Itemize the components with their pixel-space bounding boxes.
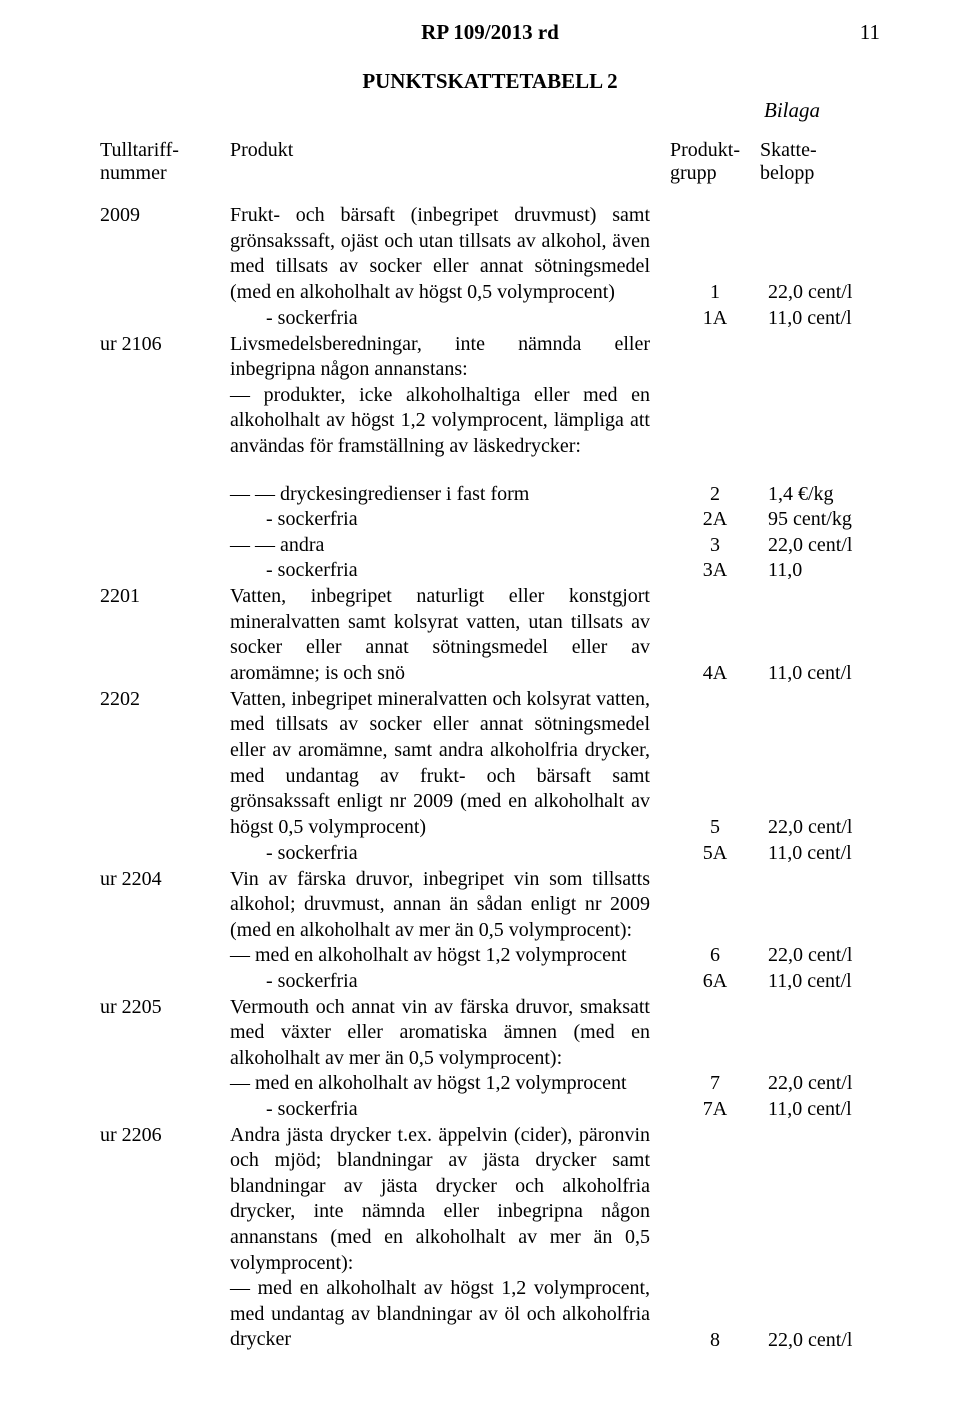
col-header-text: Produkt- xyxy=(670,139,760,162)
table-row: — — andra 3 22,0 cent/l xyxy=(100,533,880,559)
page-header: RP 109/2013 rd 11 xyxy=(100,20,880,45)
table-row: ur 2206 Andra jästa drycker t.ex. äppelv… xyxy=(100,1123,880,1277)
tax-amount: 22,0 cent/l xyxy=(760,1071,880,1097)
table-row: 8 22,0 cent/l xyxy=(100,1328,880,1354)
product-group: 5 xyxy=(670,815,760,841)
table-row: - sockerfria 2A 95 cent/kg xyxy=(100,507,880,533)
col-header-skattebelopp: Skatte- belopp xyxy=(760,139,880,185)
header-title: RP 109/2013 rd xyxy=(421,20,559,45)
tax-amount: 11,0 cent/l xyxy=(760,306,880,332)
col-header-produktgrupp: Produkt- grupp xyxy=(670,139,760,185)
tax-amount: 11,0 cent/l xyxy=(760,661,880,687)
product-group: 3 xyxy=(670,533,760,559)
table-row: — med en alkoholhalt av högst 1,2 volymp… xyxy=(100,943,880,969)
col-header-text: grupp xyxy=(670,162,760,185)
table-row: — — dryckesingredienser i fast form 2 1,… xyxy=(100,482,880,508)
table-row: - sockerfria 6A 11,0 cent/l xyxy=(100,969,880,995)
product-text: Livsmedelsberedningar, inte nämnda eller… xyxy=(230,332,670,383)
product-text: Andra jästa drycker t.ex. äppelvin (cide… xyxy=(230,1123,670,1277)
tax-amount: 11,0 cent/l xyxy=(760,841,880,867)
tariff-number: ur 2204 xyxy=(100,867,230,944)
product-text: - sockerfria xyxy=(230,841,670,867)
table-row: ur 2205 Vermouth och annat vin av färska… xyxy=(100,995,880,1072)
tariff-number: ur 2106 xyxy=(100,332,230,383)
col-header-text: Skatte- xyxy=(760,139,880,162)
product-text: — med en alkoholhalt av högst 1,2 volymp… xyxy=(230,943,670,969)
table-row: ur 2204 Vin av färska druvor, inbegripet… xyxy=(100,867,880,944)
col-header-produkt: Produkt xyxy=(230,139,670,185)
col-header-text: nummer xyxy=(100,162,230,185)
product-group: 1 xyxy=(670,280,760,306)
col-header-text: Tulltariff- xyxy=(100,139,230,162)
product-text: Vin av färska druvor, inbegripet vin som… xyxy=(230,867,670,944)
table-row: 1 22,0 cent/l xyxy=(100,280,880,306)
tax-amount: 22,0 cent/l xyxy=(760,280,880,306)
col-header-text: Produkt xyxy=(230,139,650,162)
product-group: 6A xyxy=(670,969,760,995)
product-text: - sockerfria xyxy=(230,507,670,533)
table-row: ur 2106 Livsmedelsberedningar, inte nämn… xyxy=(100,332,880,383)
product-text: - sockerfria xyxy=(230,558,670,584)
tariff-number: ur 2205 xyxy=(100,995,230,1072)
tax-amount: 95 cent/kg xyxy=(760,507,880,533)
product-group: 7A xyxy=(670,1097,760,1123)
product-group: 2 xyxy=(670,482,760,508)
product-group: 8 xyxy=(670,1328,760,1354)
product-text: — med en alkoholhalt av högst 1,2 volymp… xyxy=(230,1071,670,1097)
product-group: 3A xyxy=(670,558,760,584)
product-group: 5A xyxy=(670,841,760,867)
tax-amount: 22,0 cent/l xyxy=(760,533,880,559)
col-header-text: belopp xyxy=(760,162,880,185)
table-row: - sockerfria 1A 11,0 cent/l xyxy=(100,306,880,332)
table-row: 4A 11,0 cent/l xyxy=(100,661,880,687)
col-header-tulltariff: Tulltariff- nummer xyxy=(100,139,230,185)
page-number: 11 xyxy=(860,20,880,45)
bilaga-label: Bilaga xyxy=(100,98,880,123)
product-group: 7 xyxy=(670,1071,760,1097)
product-text: - sockerfria xyxy=(230,306,670,332)
product-group: 4A xyxy=(670,661,760,687)
product-text: — — andra xyxy=(230,533,670,559)
tax-amount: 11,0 xyxy=(760,558,880,584)
spacer xyxy=(100,460,880,482)
product-group: 6 xyxy=(670,943,760,969)
column-headers: Tulltariff- nummer Produkt Produkt- grup… xyxy=(100,139,880,185)
product-group: 1A xyxy=(670,306,760,332)
table-row: 5 22,0 cent/l xyxy=(100,815,880,841)
product-text: — produkter, icke alkoholhaltiga eller m… xyxy=(230,383,670,460)
table-title: PUNKTSKATTETABELL 2 xyxy=(100,69,880,94)
tax-amount: 22,0 cent/l xyxy=(760,815,880,841)
table-row: — med en alkoholhalt av högst 1,2 volymp… xyxy=(100,1071,880,1097)
tax-amount: 11,0 cent/l xyxy=(760,1097,880,1123)
product-text: - sockerfria xyxy=(230,969,670,995)
product-text: - sockerfria xyxy=(230,1097,670,1123)
table-row: - sockerfria 7A 11,0 cent/l xyxy=(100,1097,880,1123)
tax-amount: 22,0 cent/l xyxy=(760,1328,880,1354)
table-row: - sockerfria 3A 11,0 xyxy=(100,558,880,584)
tax-amount: 11,0 cent/l xyxy=(760,969,880,995)
tax-amount: 22,0 cent/l xyxy=(760,943,880,969)
tax-amount: 1,4 €/kg xyxy=(760,482,880,508)
table-row: — produkter, icke alkoholhaltiga eller m… xyxy=(100,383,880,460)
page: RP 109/2013 rd 11 PUNKTSKATTETABELL 2 Bi… xyxy=(0,0,960,1374)
tariff-number: ur 2206 xyxy=(100,1123,230,1277)
product-text: — — dryckesingredienser i fast form xyxy=(230,482,670,508)
table-row: - sockerfria 5A 11,0 cent/l xyxy=(100,841,880,867)
product-group: 2A xyxy=(670,507,760,533)
product-text: Vermouth och annat vin av färska druvor,… xyxy=(230,995,670,1072)
